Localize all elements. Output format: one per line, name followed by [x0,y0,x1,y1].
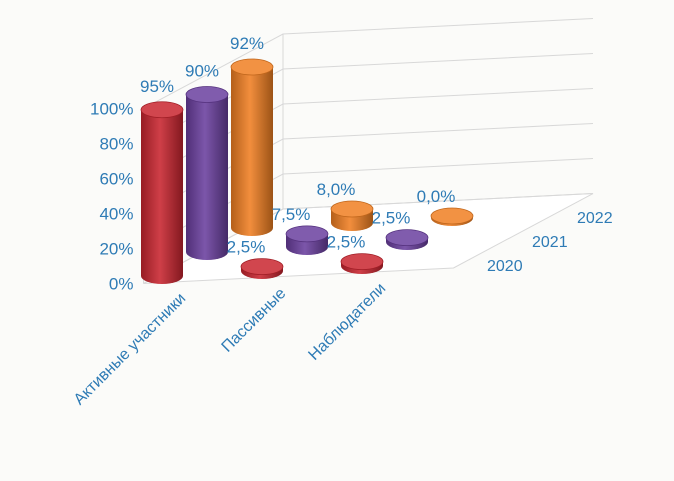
bar [230,58,274,236]
series-label: 2022 [577,210,613,227]
y-tick-label: 80% [99,134,133,153]
series-labels-layer: 2020 2021 2022 [487,210,613,275]
category-label: Наблюдатели [305,280,389,364]
bar-body [186,94,228,260]
y-tick-label: 60% [99,169,133,188]
data-label: 0,0% [417,187,456,206]
bar [385,229,429,250]
series-label: 2021 [532,234,568,251]
y-tick-label: 0% [109,274,134,293]
bar-top [340,253,384,271]
bar [240,258,284,279]
bar-body [141,109,183,284]
data-label: 2,5% [227,238,266,257]
y-tick-label: 100% [90,99,133,118]
bar-top [285,225,329,243]
bar-top [140,101,184,119]
bar [285,225,329,255]
bar-body [231,67,273,236]
y-tick-label: 20% [99,239,133,258]
data-label: 2,5% [372,209,411,228]
data-label: 8,0% [317,180,356,199]
bar [340,253,384,274]
bars-layer [140,58,474,284]
bar-top [230,58,274,76]
data-label: 92% [230,34,264,53]
bar [330,200,374,231]
bar-top [330,200,374,218]
bar [430,207,474,226]
data-labels-layer: 0,0% 8,0% 92% 2,5% 7,5% 90% 2,5% 2,5% 95% [140,34,455,257]
bar-top [185,86,229,103]
category-labels-layer: Активные участники Пассивные Наблюдатели [71,280,389,408]
series-label: 2020 [487,258,523,275]
data-label: 90% [185,62,219,81]
bar [185,86,229,260]
bar-top [240,258,284,276]
y-axis-ticks: 0% 20% 40% 60% 80% 100% [90,99,133,293]
category-label: Активные участники [71,290,189,408]
bar-top [430,207,474,225]
data-label: 95% [140,77,174,96]
data-label: 7,5% [272,205,311,224]
bar [140,101,184,284]
bar-top [385,229,429,247]
data-label: 2,5% [327,233,366,252]
category-label: Пассивные [219,285,290,356]
y-tick-label: 40% [99,204,133,223]
